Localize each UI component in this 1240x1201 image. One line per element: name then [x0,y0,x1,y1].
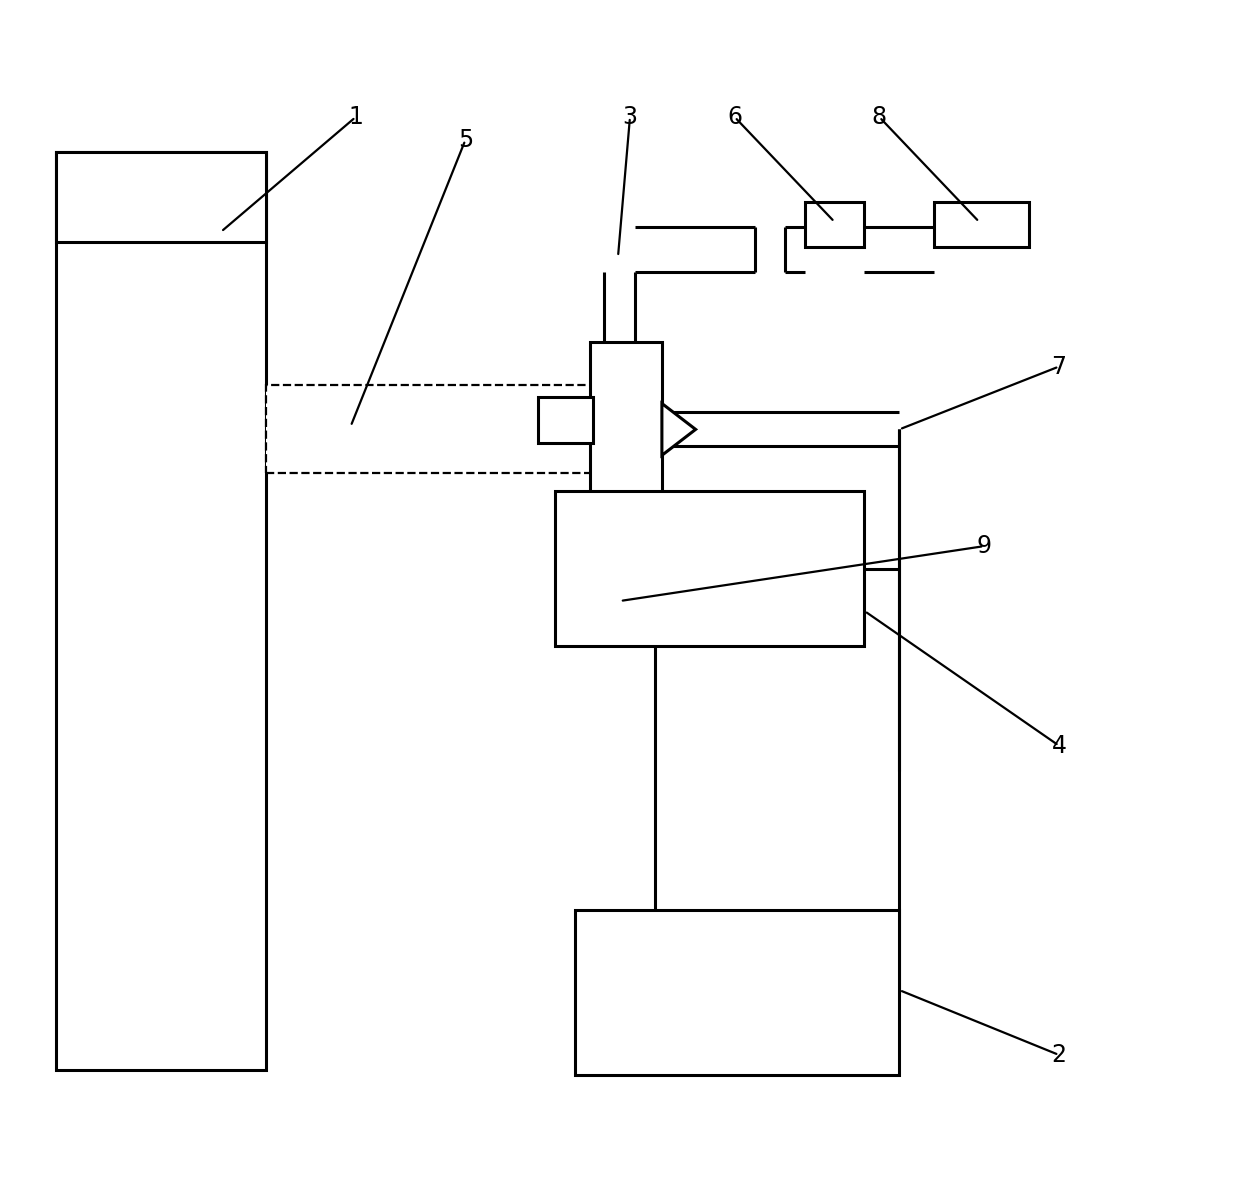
Bar [265,386,635,473]
Text: 3: 3 [622,106,637,130]
Text: 5: 5 [458,129,472,153]
Bar [934,202,1029,247]
Polygon shape [662,404,696,455]
Bar [538,398,593,443]
Bar [556,491,864,646]
Text: 2: 2 [1052,1042,1066,1066]
Text: 4: 4 [1052,734,1066,758]
Bar [805,202,864,247]
Text: 8: 8 [872,106,887,130]
Bar [562,545,583,566]
Text: 1: 1 [348,106,363,130]
Bar [590,341,662,516]
Text: 6: 6 [727,106,743,130]
Bar [56,153,265,241]
Text: 7: 7 [1052,354,1066,378]
Bar [56,153,265,1070]
Text: 9: 9 [977,534,992,558]
Bar [575,910,899,1075]
